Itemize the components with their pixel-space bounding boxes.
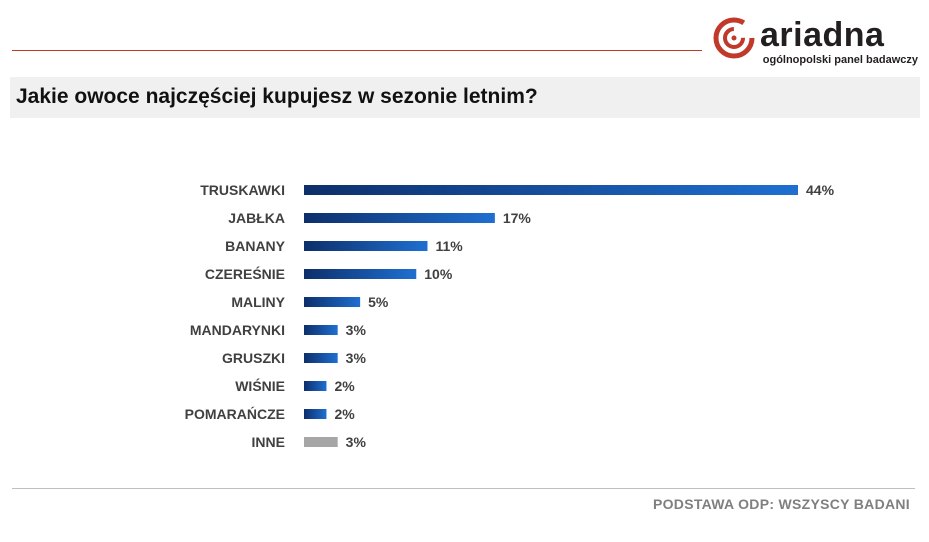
category-label: MANDARYNKI xyxy=(190,322,285,338)
value-label: 2% xyxy=(334,378,355,394)
category-label: POMARAŃCZE xyxy=(185,406,285,422)
ariadna-logo: ariadna ogólnopolski panel badawczy xyxy=(712,14,922,70)
value-label: 2% xyxy=(334,406,355,422)
value-label: 5% xyxy=(368,294,389,310)
bar-chart: TRUSKAWKI 44% JABŁKA 17% BANANY 11% CZEREŚNIE 1… xyxy=(185,182,835,450)
logo-tagline: ogólnopolski panel badawczy xyxy=(762,54,918,66)
header-divider xyxy=(12,50,702,51)
value-label: 11% xyxy=(436,238,464,254)
value-label: 3% xyxy=(346,322,367,338)
category-label: BANANY xyxy=(225,238,286,254)
logo-wordmark: ariadna xyxy=(760,16,885,54)
category-label: WIŚNIE xyxy=(235,377,285,394)
category-label: TRUSKAWKI xyxy=(200,182,285,198)
value-label: 3% xyxy=(346,350,367,366)
bar xyxy=(304,325,338,335)
category-label: MALINY xyxy=(231,294,285,310)
bar xyxy=(304,185,798,195)
title-bar: Jakie owoce najczęściej kupujesz w sezon… xyxy=(10,77,920,118)
value-label: 10% xyxy=(424,266,453,282)
bar xyxy=(304,213,495,223)
value-label: 44% xyxy=(806,182,835,198)
footer-divider xyxy=(12,488,915,489)
bar xyxy=(304,437,338,447)
value-label: 3% xyxy=(346,434,367,450)
footer-note: PODSTAWA ODP: WSZYSCY BADANI xyxy=(652,496,910,512)
ariadna-spiral-logo-icon xyxy=(713,17,755,59)
category-label: GRUSZKI xyxy=(222,350,285,366)
bar xyxy=(304,241,428,251)
value-label: 17% xyxy=(503,210,532,226)
bar xyxy=(304,353,338,363)
category-label: CZEREŚNIE xyxy=(205,265,285,282)
bar xyxy=(304,409,327,419)
bar xyxy=(304,381,327,391)
category-label: INNE xyxy=(252,434,285,450)
bar xyxy=(304,297,361,307)
category-label: JABŁKA xyxy=(228,210,285,226)
chart-title: Jakie owoce najczęściej kupujesz w sezon… xyxy=(16,85,538,108)
bar xyxy=(304,269,417,279)
